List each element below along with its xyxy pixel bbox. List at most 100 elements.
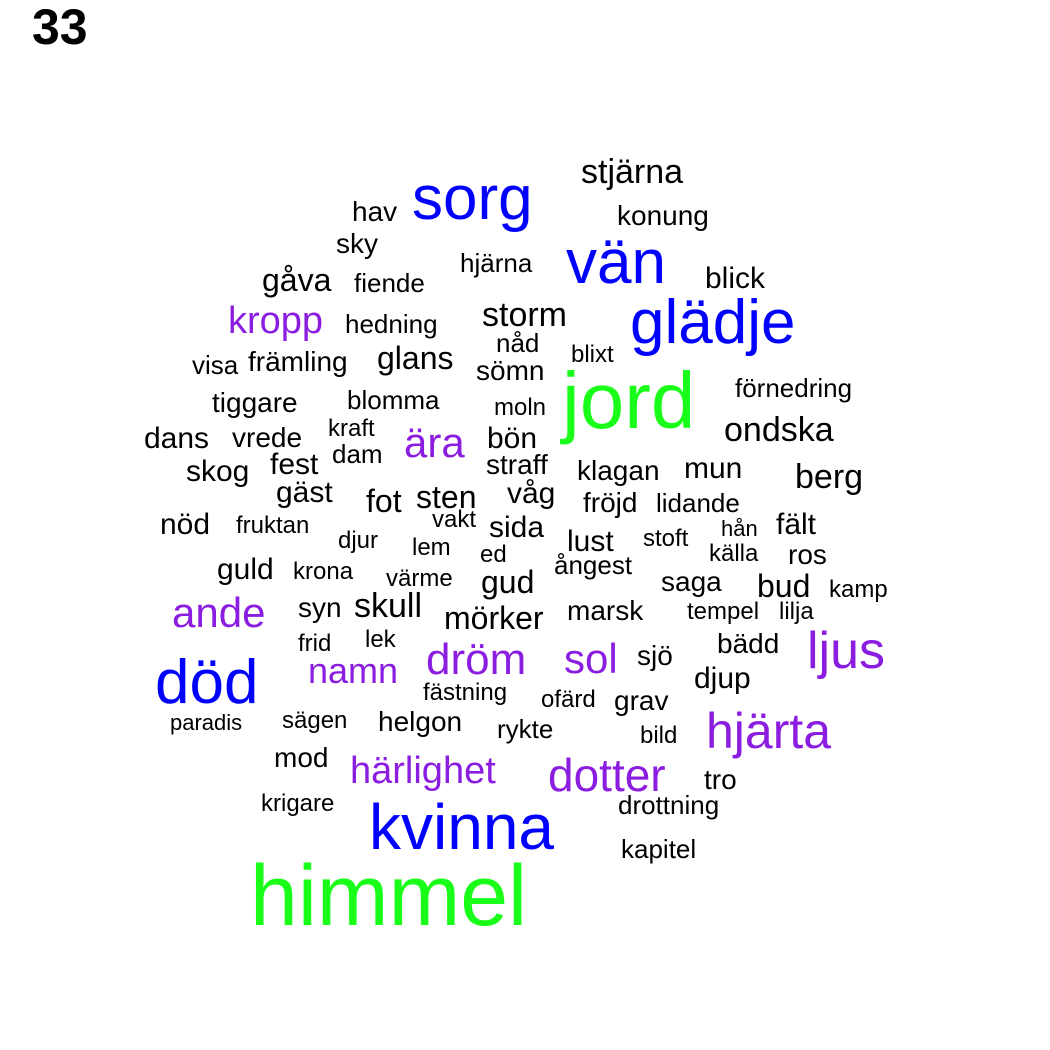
word-34: fest — [270, 448, 319, 481]
word-12: hedning — [345, 309, 438, 339]
word-66: ande — [172, 589, 266, 636]
word-74: lek — [365, 626, 396, 653]
word-53: lust — [567, 525, 614, 558]
word-9: fiende — [354, 268, 425, 298]
word-52: lem — [412, 534, 451, 561]
word-37: mun — [684, 452, 743, 485]
word-68: skull — [354, 587, 423, 625]
word-11: kropp — [228, 300, 324, 342]
word-86: paradis — [170, 710, 243, 735]
word-96: krigare — [261, 790, 335, 817]
word-1: stjärna — [581, 153, 684, 191]
word-31: bön — [487, 422, 538, 455]
word-58: ångest — [554, 550, 633, 580]
word-83: fästning — [423, 679, 508, 706]
word-94: dotter — [548, 749, 666, 801]
page-number: 33 — [32, 0, 88, 55]
word-60: krona — [293, 558, 354, 585]
word-21: jord — [562, 356, 696, 445]
word-99: kapitel — [621, 834, 697, 864]
word-47: vakt — [432, 506, 477, 533]
word-57: ros — [788, 539, 827, 570]
word-84: ofärd — [541, 686, 596, 713]
word-15: nåd — [496, 328, 540, 358]
word-88: helgon — [378, 706, 463, 737]
word-80: död — [155, 648, 259, 717]
word-29: kraft — [328, 415, 375, 442]
word-22: förnedring — [735, 373, 853, 403]
word-54: stoft — [643, 525, 689, 552]
word-70: tempel — [687, 598, 760, 625]
word-46: fruktan — [236, 512, 310, 539]
word-85: grav — [614, 685, 669, 716]
word-4: konung — [617, 200, 709, 231]
word-93: härlighet — [350, 750, 496, 792]
word-27: dans — [144, 422, 210, 455]
word-40: fot — [366, 483, 402, 519]
word-78: sol — [564, 635, 618, 682]
word-76: bädd — [717, 628, 780, 659]
word-56: källa — [709, 540, 759, 567]
word-19: blixt — [571, 341, 614, 368]
word-20: sömn — [476, 355, 545, 386]
word-8: gåva — [262, 262, 332, 298]
word-26: ondska — [724, 411, 834, 449]
word-16: visa — [192, 350, 239, 380]
word-13: storm — [482, 296, 567, 334]
word-33: skog — [186, 455, 250, 488]
word-63: saga — [661, 566, 722, 597]
word-3: hav — [352, 196, 398, 227]
word-69: marsk — [567, 595, 644, 626]
word-82: djup — [694, 662, 751, 695]
word-87: sägen — [282, 707, 348, 734]
word-43: fröjd — [583, 487, 638, 518]
word-38: berg — [795, 458, 864, 496]
word-42: våg — [507, 477, 556, 510]
word-75: ljus — [807, 622, 886, 680]
word-73: frid — [298, 630, 332, 657]
word-5: sky — [336, 228, 378, 259]
word-10: blick — [705, 262, 766, 295]
word-24: blomma — [347, 385, 440, 415]
word-18: glans — [377, 340, 454, 376]
word-41: sten — [416, 479, 477, 515]
word-89: hjärta — [706, 703, 832, 759]
word-61: värme — [386, 565, 453, 592]
word-6: vän — [566, 228, 666, 297]
word-62: gud — [481, 564, 535, 600]
word-25: moln — [494, 394, 547, 421]
word-55: ed — [480, 541, 507, 568]
word-72: mörker — [444, 600, 544, 636]
word-81: namn — [308, 650, 399, 691]
word-23: tiggare — [212, 387, 298, 418]
word-48: sida — [489, 511, 545, 544]
word-65: kamp — [829, 576, 888, 603]
word-59: guld — [217, 553, 274, 586]
word-100: himmel — [250, 848, 528, 944]
word-64: bud — [757, 568, 811, 604]
word-30: ära — [404, 419, 465, 466]
word-77: dröm — [426, 635, 527, 684]
word-28: vrede — [232, 422, 303, 453]
word-35: straff — [486, 449, 548, 480]
word-45: nöd — [160, 508, 211, 541]
word-71: lilja — [779, 598, 814, 625]
word-50: fält — [776, 508, 817, 541]
word-7: hjärna — [460, 248, 533, 278]
word-2: sorg — [412, 164, 533, 233]
word-14: glädje — [630, 288, 796, 357]
word-32: dam — [332, 439, 383, 469]
word-67: syn — [298, 592, 342, 623]
word-17: främling — [248, 346, 348, 377]
word-79: sjö — [637, 640, 673, 671]
word-91: bild — [640, 722, 678, 749]
word-39: gäst — [276, 476, 333, 509]
word-98: kvinna — [369, 791, 554, 863]
word-51: djur — [338, 527, 379, 554]
word-90: rykte — [497, 714, 554, 744]
word-97: drottning — [618, 790, 720, 820]
word-49: hån — [721, 516, 758, 541]
word-92: mod — [274, 742, 329, 773]
word-36: klagan — [577, 455, 660, 486]
